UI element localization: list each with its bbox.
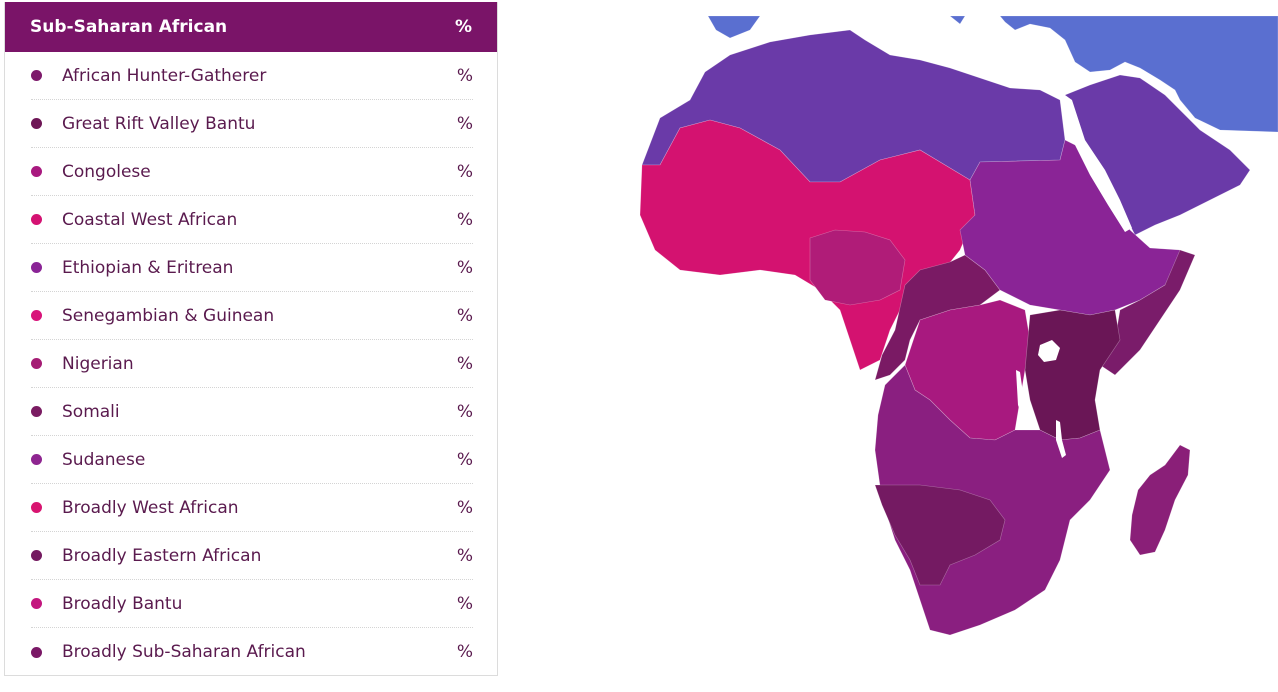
- ancestry-percent: %: [456, 401, 473, 422]
- ancestry-label: Broadly Bantu: [62, 593, 183, 614]
- ancestry-row[interactable]: Great Rift Valley Bantu%: [31, 100, 473, 148]
- ancestry-percent: %: [456, 257, 473, 278]
- ancestry-label: Senegambian & Guinean: [62, 305, 275, 326]
- color-dot-icon: [31, 358, 42, 369]
- ancestry-row[interactable]: African Hunter-Gatherer%: [31, 52, 473, 100]
- ancestry-row[interactable]: Coastal West African%: [31, 196, 473, 244]
- ancestry-label: Somali: [62, 401, 120, 422]
- ancestry-row[interactable]: Congolese%: [31, 148, 473, 196]
- map-region-namibia-botswana: [874, 484, 1006, 586]
- ancestry-percent: %: [456, 497, 473, 518]
- ancestry-row[interactable]: Senegambian & Guinean%: [31, 292, 473, 340]
- map-region-europe: [707, 15, 1278, 133]
- color-dot-icon: [31, 646, 42, 658]
- color-dot-icon: [31, 166, 42, 177]
- ancestry-list: African Hunter-Gatherer% Great Rift Valle…: [5, 52, 497, 676]
- ancestry-row[interactable]: Broadly West African%: [31, 484, 473, 532]
- ancestry-panel: Sub-Saharan African % African Hunter-Gat…: [4, 2, 498, 676]
- panel-header[interactable]: Sub-Saharan African %: [5, 2, 497, 52]
- ancestry-percent: %: [456, 449, 473, 470]
- map-region-nigeria: [809, 229, 906, 306]
- ancestry-percent: %: [456, 161, 473, 182]
- map-region-north-africa: [641, 29, 1066, 183]
- ancestry-percent: %: [456, 545, 473, 566]
- panel-title: Sub-Saharan African: [30, 17, 228, 37]
- ancestry-percent: %: [456, 642, 473, 662]
- color-dot-icon: [31, 70, 42, 81]
- map-lake-victoria: [1038, 340, 1060, 362]
- ancestry-percent: %: [456, 353, 473, 374]
- map-lake-tanganyika: [1016, 370, 1030, 428]
- ancestry-label: Nigerian: [62, 353, 134, 374]
- color-dot-icon: [31, 262, 42, 273]
- ancestry-percent: %: [456, 593, 473, 614]
- color-dot-icon: [31, 406, 42, 417]
- map-red-sea: [1065, 95, 1132, 232]
- color-dot-icon: [31, 454, 42, 465]
- ancestry-percent: %: [456, 209, 473, 230]
- map-region-east-africa: [1024, 309, 1121, 441]
- ancestry-percent: %: [456, 65, 473, 86]
- panel-title-percent: %: [454, 17, 472, 37]
- ancestry-row[interactable]: Sudanese%: [31, 436, 473, 484]
- ancestry-label: Congolese: [62, 161, 151, 182]
- ancestry-percent: %: [456, 305, 473, 326]
- ancestry-row[interactable]: Broadly Sub-Saharan African%: [31, 628, 473, 676]
- map-region-madagascar: [1129, 444, 1191, 556]
- ancestry-row[interactable]: Nigerian%: [31, 340, 473, 388]
- ancestry-row[interactable]: Ethiopian & Eritrean%: [31, 244, 473, 292]
- color-dot-icon: [31, 598, 42, 609]
- color-dot-icon: [31, 214, 42, 225]
- ancestry-label: Sudanese: [62, 449, 146, 470]
- color-dot-icon: [31, 502, 42, 513]
- ancestry-label: Great Rift Valley Bantu: [62, 113, 256, 134]
- ancestry-label: Broadly Sub-Saharan African: [62, 642, 306, 662]
- africa-map: [620, 0, 1278, 692]
- ancestry-label: Broadly Eastern African: [62, 545, 262, 566]
- color-dot-icon: [31, 310, 42, 321]
- ancestry-label: African Hunter-Gatherer: [62, 65, 267, 86]
- ancestry-label: Coastal West African: [62, 209, 238, 230]
- ancestry-label: Ethiopian & Eritrean: [62, 257, 234, 278]
- ancestry-row[interactable]: Broadly Bantu%: [31, 580, 473, 628]
- map-lake-malawi: [1056, 420, 1066, 458]
- color-dot-icon: [31, 118, 42, 129]
- color-dot-icon: [31, 550, 42, 561]
- ancestry-label: Broadly West African: [62, 497, 239, 518]
- map-region-horn: [1099, 249, 1196, 376]
- ancestry-row[interactable]: Broadly Eastern African%: [31, 532, 473, 580]
- ancestry-row[interactable]: Somali%: [31, 388, 473, 436]
- ancestry-percent: %: [456, 113, 473, 134]
